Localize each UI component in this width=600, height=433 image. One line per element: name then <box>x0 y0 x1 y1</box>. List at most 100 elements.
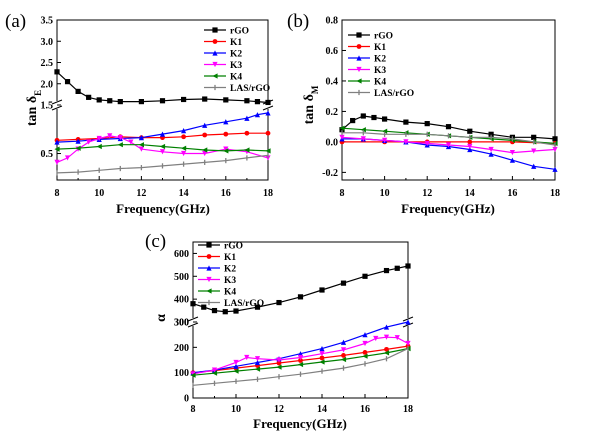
p3-series-k1-point <box>276 360 282 366</box>
p3-series-k4-point <box>297 361 304 368</box>
p1-series-rgo-point <box>117 99 123 105</box>
p1-series-k2-point <box>254 112 261 118</box>
p3-y-tick-label: 500 <box>174 272 189 283</box>
p1-legend-marker-k3 <box>212 61 218 68</box>
p2-series-rgo-point <box>467 128 473 134</box>
p1-series-k3-point <box>138 146 144 152</box>
p1-series-rgo-point <box>75 88 81 94</box>
p2-series-rgo-point <box>445 124 452 130</box>
p3-legend-marker-k1 <box>206 254 212 259</box>
p3-panel-label: (c) <box>145 231 166 252</box>
p2-series-k2-point <box>509 157 515 163</box>
p2-series-k1-point <box>467 139 473 145</box>
p1-series-rgo-point <box>254 99 261 105</box>
p2-series-k3-point <box>360 136 366 142</box>
p2-series-rgo-point <box>360 113 366 119</box>
p3-legend-label-k4: K4 <box>224 288 236 298</box>
p3-series-k3-point <box>276 357 282 363</box>
p1-series-k4-point <box>265 148 271 154</box>
p3-series-k4-point <box>319 359 325 365</box>
p2-series-k3-point <box>382 137 388 143</box>
p3-series-k3-point <box>297 354 304 361</box>
p3-series-rgo-point <box>254 304 261 310</box>
p3-series-rgo-point <box>383 267 390 274</box>
p3-series-k2-point <box>319 346 325 352</box>
p3-series-k4-point <box>276 364 282 370</box>
p3-series-rgo-point <box>405 263 411 269</box>
p1-y-tick-label: 2.5 <box>41 58 54 69</box>
p1-legend-marker-rgo <box>212 27 218 33</box>
p2-series-k3-point <box>467 143 473 150</box>
p1-series-k4-point <box>138 142 144 148</box>
p1-series-rgo-point <box>96 97 102 103</box>
p3-x-tick-label: 16 <box>360 404 370 415</box>
p2-x-tick-label: 16 <box>507 188 517 199</box>
p2-x-tick-label: 18 <box>550 188 560 199</box>
p2-series-rgo-point <box>403 119 409 125</box>
p3-legend-label-rgo: rGO <box>224 242 243 252</box>
p3-series-k4-point <box>211 370 218 376</box>
p3-series-k1-point <box>362 350 368 355</box>
p3-series-k1-point <box>319 355 325 361</box>
p2-series-k3-point <box>403 139 409 145</box>
p3-series-k3-line <box>192 336 409 375</box>
p2-series-k2-point <box>467 146 473 153</box>
p1-series-k3-point <box>86 139 92 145</box>
p3-x-axis-title: Frequency(GHz) <box>253 416 347 431</box>
p1-legend-label-k2: K2 <box>230 50 242 60</box>
p1-legend-marker-k2 <box>212 50 218 56</box>
p3-y-axis-title: α <box>154 314 169 322</box>
p3-series-k3-point <box>405 340 411 347</box>
p1-y-axis-title: tan δE <box>25 90 43 126</box>
p1-y-tick-label: 2.0 <box>41 79 54 90</box>
p3-series-rgo-point <box>362 273 368 279</box>
p3-series-k4-point <box>233 368 239 374</box>
p2-x-tick-label: 10 <box>380 188 390 199</box>
p3-x-tick-label: 18 <box>403 404 413 415</box>
p1-series-k3-point <box>265 155 271 161</box>
p3-series-k2-point <box>233 363 239 369</box>
p1-series-rgo-point <box>181 96 187 103</box>
p3-series-k2-point <box>254 359 261 366</box>
p2-y-tick-label: 0.4 <box>326 76 339 87</box>
p3-series-k4-point <box>362 353 368 359</box>
p2-series-k1-line <box>342 141 556 144</box>
p3-legend-label-k2: K2 <box>224 265 236 275</box>
p2-series-k4-point <box>339 125 345 131</box>
p1-x-tick-label: 10 <box>94 188 104 199</box>
p1-legend-marker-k4 <box>212 73 218 79</box>
p2-y-tick-label: 0.0 <box>326 137 339 148</box>
p1-series-k4-point <box>202 147 208 153</box>
p1-series-k4-point <box>244 147 250 153</box>
p3-axis-break-mark <box>187 316 199 328</box>
p3-legend-marker-k4 <box>206 288 212 294</box>
p2-legend-marker-k3 <box>356 66 362 73</box>
p2-series-k2-point <box>531 163 537 169</box>
p3-series-k4-point <box>340 356 347 363</box>
p1-series-k4-point <box>159 143 166 150</box>
p3-series-rgo-point <box>394 265 400 271</box>
p2-series-k3-point <box>552 146 558 153</box>
p1-series-k4-point <box>54 146 60 152</box>
p1-series-rgo-point <box>54 69 60 75</box>
p1-series-rgo-point <box>64 79 71 85</box>
p1-y-tick-label: 1.5 <box>41 101 54 112</box>
p3-series-k3-point <box>233 359 239 366</box>
p3-series-k3-point <box>211 367 218 373</box>
p2-legend-label-rgo: rGO <box>374 32 393 42</box>
p1-series-rgo-point <box>202 96 208 102</box>
p1-series-k1-point <box>223 131 229 137</box>
p1-panel-label: (a) <box>5 11 26 32</box>
p2-series-k3-point <box>339 134 345 140</box>
p1-series-k3-point <box>128 139 134 145</box>
p3-legend-marker-k2 <box>206 265 212 271</box>
p2-y-axis-title-main: tan δ <box>302 94 317 124</box>
p1-series-rgo-point <box>86 94 92 100</box>
p3-series-k2-point <box>340 339 347 345</box>
p2-series-k2-point <box>552 166 558 172</box>
p1-x-tick-label: 8 <box>55 188 60 199</box>
p1-series-k2-point <box>54 139 60 145</box>
p3-series-k1-point <box>341 353 346 358</box>
p1-x-tick-label: 18 <box>263 188 273 199</box>
p3-legend-marker-k3 <box>206 276 212 283</box>
